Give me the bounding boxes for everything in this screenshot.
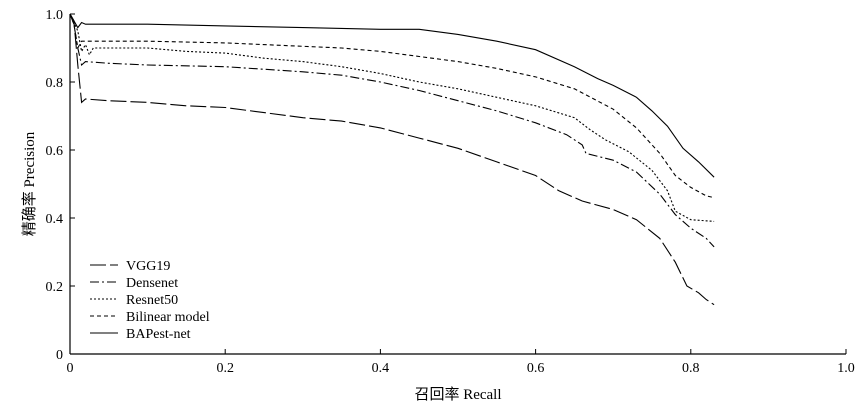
series-line-densenet [69,13,715,248]
legend-label: Resnet50 [126,293,178,308]
legend-label: VGG19 [126,259,170,274]
axes: 0 0.2 0.4 0.6 0.8 1.0 0 0.2 0.4 0.6 0.8 1.0 [46,8,855,376]
y-tick-label: 0 [56,348,63,363]
y-tick-label: 0.4 [46,212,64,227]
legend-label: Bilinear model [126,310,210,325]
legend-label: Densenet [126,276,178,291]
y-tick-label: 0.6 [46,144,64,159]
x-tick-label: 0.6 [527,361,545,376]
x-tick-label: 0.8 [682,361,700,376]
series-line-resnet50 [69,13,715,222]
x-tick-label: 0.4 [372,361,390,376]
legend: VGG19 Densenet Resnet50 Bilinear model BAPes… [90,259,210,342]
series-line-bapest-net [69,13,715,178]
y-tick-label: 1.0 [46,8,64,23]
y-tick-label: 0.2 [46,280,64,295]
x-axis-title: 召回率 Recall [414,386,501,403]
x-tick-label: 1.0 [837,361,855,376]
series-line-bilinear-model [69,13,715,199]
x-tick-label: 0 [67,361,74,376]
y-axis-title: 精确率 Precision [21,131,38,236]
x-tick-label: 0.2 [216,361,234,376]
y-tick-label: 0.8 [46,76,64,91]
legend-label: BAPest-net [126,327,191,342]
series-layer [69,13,715,306]
series-line-vgg19 [69,13,715,306]
